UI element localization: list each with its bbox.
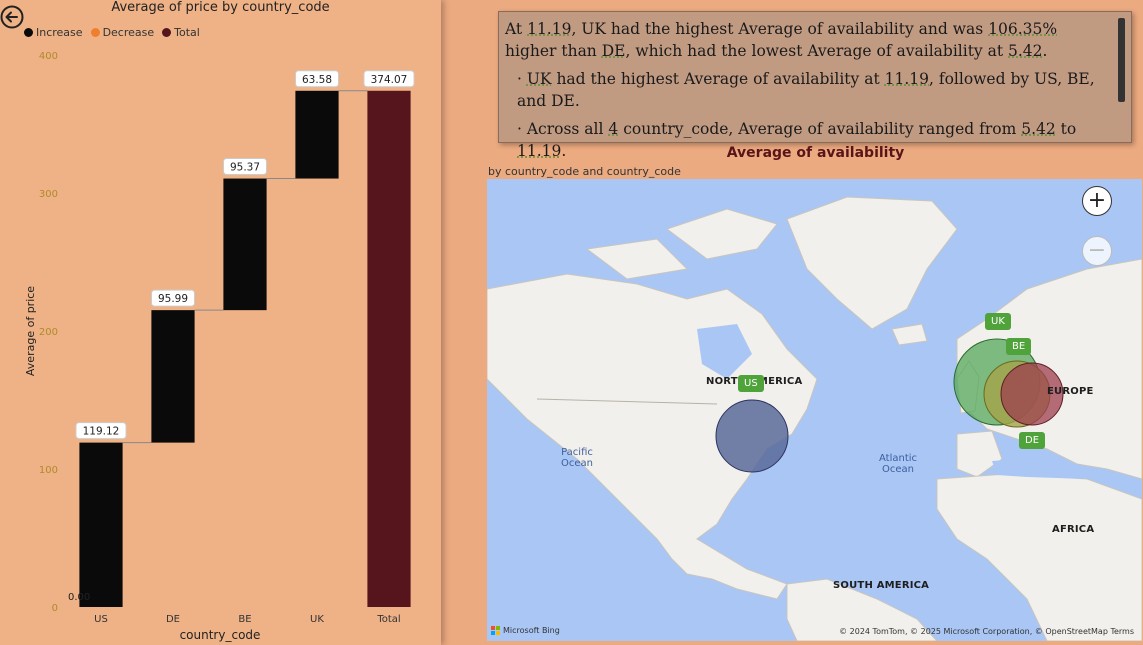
text: had the highest Average of availability … bbox=[551, 70, 885, 88]
bubble-us[interactable] bbox=[715, 399, 789, 473]
y-tick-label: 200 bbox=[39, 327, 58, 338]
bar-de bbox=[151, 310, 195, 443]
bubble-de[interactable] bbox=[1000, 362, 1064, 426]
text: . bbox=[1042, 42, 1048, 60]
y-tick-label: 400 bbox=[39, 51, 58, 62]
legend-label: Total bbox=[174, 26, 200, 39]
bar-us bbox=[79, 442, 123, 607]
legend-dot bbox=[90, 28, 100, 37]
ocean-label: Atlantic Ocean bbox=[879, 453, 918, 475]
bar-total bbox=[367, 90, 411, 608]
legend-dot bbox=[24, 28, 33, 37]
zoom-in-button[interactable]: + bbox=[1082, 186, 1112, 216]
legend-item-decrease[interactable]: Decrease bbox=[90, 26, 155, 39]
y-tick-label: 300 bbox=[39, 189, 58, 200]
region-label: SOUTH AMERICA bbox=[833, 580, 930, 591]
legend-label: Increase bbox=[36, 26, 83, 39]
data-label-box bbox=[75, 422, 127, 440]
bubble-layer bbox=[715, 338, 1064, 473]
chart-title: Average of price by country_code bbox=[111, 0, 330, 15]
text: higher than bbox=[505, 42, 602, 60]
data-label-box bbox=[363, 70, 415, 88]
x-tick-label: Total bbox=[376, 614, 400, 625]
ocean-label: Pacific Ocean bbox=[561, 447, 593, 469]
text: to bbox=[1055, 120, 1077, 138]
y-tick-label: 100 bbox=[39, 465, 58, 476]
narrative-scrollbar[interactable] bbox=[1118, 18, 1125, 102]
map-label-us[interactable]: US bbox=[738, 375, 764, 392]
text: At bbox=[505, 20, 528, 38]
region-label: EUROPE bbox=[1047, 386, 1094, 397]
value-highlight: 106.35% bbox=[988, 20, 1058, 38]
map-subtitle: by country_code and country_code bbox=[488, 165, 681, 178]
bar-be bbox=[223, 178, 267, 311]
bubble-map[interactable]: NORTH AMERICA EUROPE AFRICA SOUTH AMERIC… bbox=[487, 179, 1142, 641]
data-label: 119.12 bbox=[83, 426, 120, 438]
value-highlight: 4 bbox=[608, 120, 619, 138]
narrative-bullet: · Across all 4 country_code, Average of … bbox=[505, 118, 1101, 162]
map-title: Average of availability bbox=[726, 145, 905, 161]
narrative-summary: At 11.19, UK had the highest Average of … bbox=[505, 18, 1101, 62]
x-tick-label: BE bbox=[238, 614, 251, 625]
text: , which had the lowest Average of availa… bbox=[625, 42, 1009, 60]
value-highlight: UK bbox=[526, 70, 552, 88]
value-highlight: 11.19 bbox=[884, 70, 929, 88]
bing-logo: Microsoft Bing bbox=[491, 626, 560, 635]
text: · bbox=[517, 70, 527, 88]
legend-item-increase[interactable]: Increase bbox=[24, 26, 83, 39]
value-highlight: 5.42 bbox=[1008, 42, 1043, 60]
y-axis-title: Average of price bbox=[24, 286, 37, 376]
map-label-de[interactable]: DE bbox=[1019, 432, 1046, 449]
map-label-be[interactable]: BE bbox=[1006, 338, 1032, 355]
legend-dot bbox=[162, 28, 172, 37]
chart-legend: Increase Decrease Total bbox=[24, 26, 200, 39]
narrative-bullet: · UK had the highest Average of availabi… bbox=[505, 68, 1101, 112]
data-label: 63.58 bbox=[302, 74, 332, 86]
data-label-box bbox=[151, 289, 195, 307]
bar-uk bbox=[295, 90, 339, 179]
data-label: 95.99 bbox=[158, 293, 188, 305]
data-label-box bbox=[295, 70, 339, 88]
text: , UK had the highest Average of availabi… bbox=[571, 20, 989, 38]
text: · Across all bbox=[517, 120, 609, 138]
value-highlight: 5.42 bbox=[1021, 120, 1056, 138]
x-axis-title: country_code bbox=[180, 628, 261, 642]
text: , followed by US, BE, and DE. bbox=[517, 70, 1095, 110]
x-tick-label: UK bbox=[310, 614, 324, 625]
back-button[interactable] bbox=[0, 5, 24, 29]
region-label: AFRICA bbox=[1052, 524, 1095, 535]
map-label-uk[interactable]: UK bbox=[985, 313, 1011, 330]
data-label: 95.37 bbox=[230, 162, 260, 174]
text: . bbox=[561, 142, 567, 160]
y-tick-label: 0 bbox=[52, 603, 58, 614]
legend-item-total[interactable]: Total bbox=[162, 26, 200, 39]
smart-narrative: At 11.19, UK had the highest Average of … bbox=[498, 11, 1132, 160]
zoom-out-button[interactable]: − bbox=[1082, 236, 1112, 266]
x-tick-label: DE bbox=[166, 614, 180, 625]
data-label-box bbox=[223, 158, 267, 176]
back-arrow-icon bbox=[0, 5, 24, 29]
microsoft-logo-icon bbox=[491, 626, 500, 635]
logo-text: Microsoft Bing bbox=[503, 626, 560, 635]
waterfall-chart: 0 100 200 300 400 Average of price country_cod… bbox=[24, 51, 415, 642]
value-highlight: 11.19 bbox=[527, 20, 572, 38]
waterfall-panel: 0 100 200 300 400 Average of price country_cod… bbox=[0, 0, 441, 645]
data-label: 374.07 bbox=[371, 74, 408, 86]
x-tick-label: US bbox=[94, 614, 108, 625]
value-highlight: DE bbox=[601, 42, 626, 60]
text: country_code, Average of availability ra… bbox=[618, 120, 1022, 138]
start-value-label: 0.00 bbox=[68, 592, 90, 603]
value-highlight: 11.19 bbox=[517, 142, 562, 160]
legend-label: Decrease bbox=[102, 26, 155, 39]
map-copyright[interactable]: © 2024 TomTom, © 2025 Microsoft Corporat… bbox=[839, 627, 1134, 636]
